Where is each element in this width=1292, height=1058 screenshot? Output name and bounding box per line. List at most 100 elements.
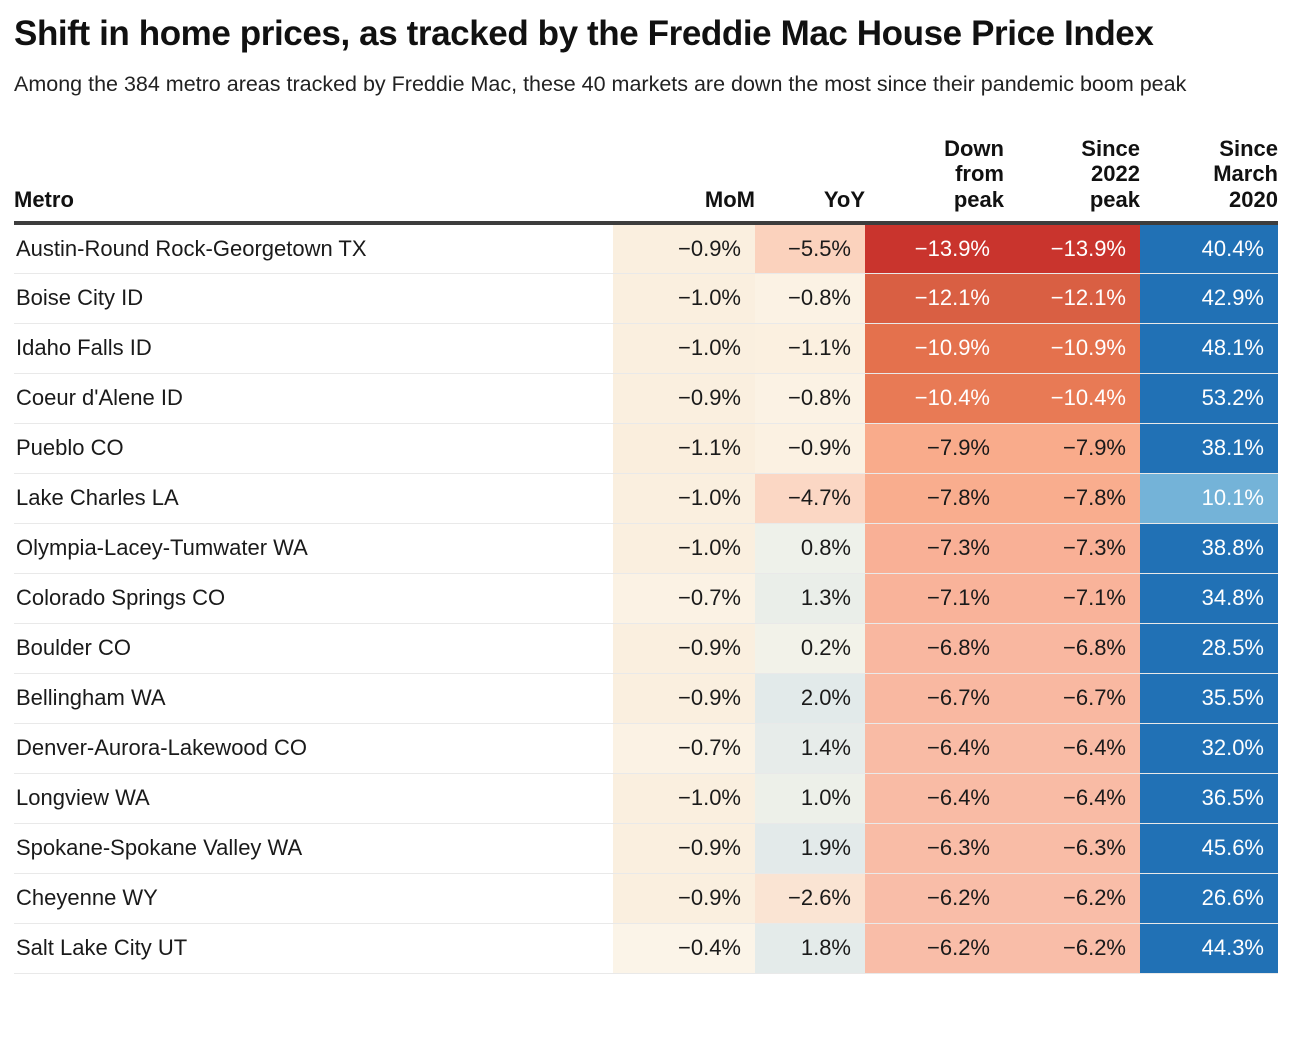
cell-since_2022_peak: −6.2% [1004,923,1140,974]
cell-since_march_2020: 36.5% [1140,773,1278,824]
cell-yoy: −1.1% [755,323,865,374]
cell-since_2022_peak: −6.2% [1004,873,1140,924]
cell-yoy: −5.5% [755,223,865,274]
table-header-row: Metro MoM YoY Down from peak Since 2022 peak… [14,135,1278,226]
cell-since_2022_peak: −7.8% [1004,473,1140,524]
cell-metro: Lake Charles LA [14,473,613,524]
cell-yoy: −0.8% [755,273,865,324]
cell-since_2022_peak: −6.4% [1004,723,1140,774]
cell-since_march_2020: 38.1% [1140,423,1278,474]
page-title: Shift in home prices, as tracked by the … [14,14,1154,53]
table-row: Austin-Round Rock-Georgetown TX −0.9% −5.5… [14,223,1278,274]
cell-yoy: −2.6% [755,873,865,924]
cell-metro: Idaho Falls ID [14,323,613,374]
cell-metro: Bellingham WA [14,673,613,724]
cell-mom: −1.0% [613,273,755,324]
cell-since_2022_peak: −10.9% [1004,323,1140,374]
cell-yoy: −0.9% [755,423,865,474]
table-row: Boulder CO −0.9% 0.2% −6.8% −6.8% 28.5% [14,623,1278,674]
cell-down_from_peak: −6.3% [865,823,1004,874]
table-row: Olympia-Lacey-Tumwater WA −1.0% 0.8% −7.3% −… [14,523,1278,574]
table-row: Lake Charles LA −1.0% −4.7% −7.8% −7.8% 10.1% [14,473,1278,524]
cell-down_from_peak: −12.1% [865,273,1004,324]
cell-mom: −1.0% [613,323,755,374]
table-row: Pueblo CO −1.1% −0.9% −7.9% −7.9% 38.1% [14,423,1278,474]
cell-since_2022_peak: −6.8% [1004,623,1140,674]
cell-since_2022_peak: −10.4% [1004,373,1140,424]
table-body: Austin-Round Rock-Georgetown TX −0.9% −5.5… [14,223,1278,974]
cell-metro: Salt Lake City UT [14,923,613,974]
table-row: Coeur d'Alene ID −0.9% −0.8% −10.4% −10.4% 53… [14,373,1278,424]
cell-since_march_2020: 26.6% [1140,873,1278,924]
table-row: Cheyenne WY −0.9% −2.6% −6.2% −6.2% 26.6% [14,873,1278,924]
cell-mom: −0.9% [613,623,755,674]
cell-since_march_2020: 34.8% [1140,573,1278,624]
cell-down_from_peak: −7.3% [865,523,1004,574]
column-header-since-2022-peak: Since 2022 peak [1004,135,1140,226]
cell-since_march_2020: 32.0% [1140,723,1278,774]
cell-down_from_peak: −6.4% [865,723,1004,774]
cell-down_from_peak: −6.2% [865,873,1004,924]
cell-yoy: 1.4% [755,723,865,774]
cell-yoy: 1.9% [755,823,865,874]
cell-down_from_peak: −10.4% [865,373,1004,424]
cell-mom: −1.0% [613,523,755,574]
table-row: Idaho Falls ID −1.0% −1.1% −10.9% −10.9% 48.1… [14,323,1278,374]
cell-since_2022_peak: −7.1% [1004,573,1140,624]
cell-yoy: 1.3% [755,573,865,624]
page-subtitle: Among the 384 metro areas tracked by Fre… [14,72,1187,97]
cell-mom: −1.1% [613,423,755,474]
cell-since_march_2020: 40.4% [1140,223,1278,274]
cell-since_march_2020: 10.1% [1140,473,1278,524]
column-header-yoy: YoY [755,135,865,226]
cell-yoy: −0.8% [755,373,865,424]
cell-metro: Olympia-Lacey-Tumwater WA [14,523,613,574]
table-row: Longview WA −1.0% 1.0% −6.4% −6.4% 36.5% [14,773,1278,824]
cell-down_from_peak: −6.8% [865,623,1004,674]
table-row: Colorado Springs CO −0.7% 1.3% −7.1% −7.1% 34… [14,573,1278,624]
cell-mom: −0.7% [613,723,755,774]
cell-metro: Colorado Springs CO [14,573,613,624]
cell-down_from_peak: −13.9% [865,223,1004,274]
cell-down_from_peak: −7.9% [865,423,1004,474]
cell-mom: −0.9% [613,823,755,874]
cell-yoy: 1.8% [755,923,865,974]
cell-since_2022_peak: −6.4% [1004,773,1140,824]
table-row: Salt Lake City UT −0.4% 1.8% −6.2% −6.2% 44.3… [14,923,1278,974]
table-row: Denver-Aurora-Lakewood CO −0.7% 1.4% −6.4% −… [14,723,1278,774]
cell-yoy: 0.8% [755,523,865,574]
cell-metro: Boulder CO [14,623,613,674]
cell-since_2022_peak: −6.3% [1004,823,1140,874]
cell-since_march_2020: 53.2% [1140,373,1278,424]
cell-since_march_2020: 48.1% [1140,323,1278,374]
cell-since_2022_peak: −13.9% [1004,223,1140,274]
cell-since_march_2020: 28.5% [1140,623,1278,674]
cell-metro: Coeur d'Alene ID [14,373,613,424]
cell-metro: Boise City ID [14,273,613,324]
cell-down_from_peak: −6.7% [865,673,1004,724]
cell-mom: −0.9% [613,873,755,924]
cell-metro: Denver-Aurora-Lakewood CO [14,723,613,774]
cell-metro: Cheyenne WY [14,873,613,924]
cell-mom: −1.0% [613,773,755,824]
column-header-down-from-peak: Down from peak [865,135,1004,226]
column-header-since-march-2020: Since March 2020 [1140,135,1278,226]
column-header-mom: MoM [613,135,755,226]
cell-metro: Longview WA [14,773,613,824]
cell-since_march_2020: 45.6% [1140,823,1278,874]
table-header: Metro MoM YoY Down from peak Since 2022 peak… [14,135,1278,226]
cell-yoy: 2.0% [755,673,865,724]
table-row: Boise City ID −1.0% −0.8% −12.1% −12.1% 42.9% [14,273,1278,324]
cell-down_from_peak: −7.1% [865,573,1004,624]
cell-yoy: 1.0% [755,773,865,824]
cell-metro: Austin-Round Rock-Georgetown TX [14,223,613,274]
cell-since_march_2020: 44.3% [1140,923,1278,974]
cell-mom: −0.7% [613,573,755,624]
column-header-metro: Metro [14,135,613,226]
cell-mom: −1.0% [613,473,755,524]
cell-mom: −0.4% [613,923,755,974]
cell-since_2022_peak: −7.3% [1004,523,1140,574]
cell-down_from_peak: −7.8% [865,473,1004,524]
cell-down_from_peak: −6.2% [865,923,1004,974]
